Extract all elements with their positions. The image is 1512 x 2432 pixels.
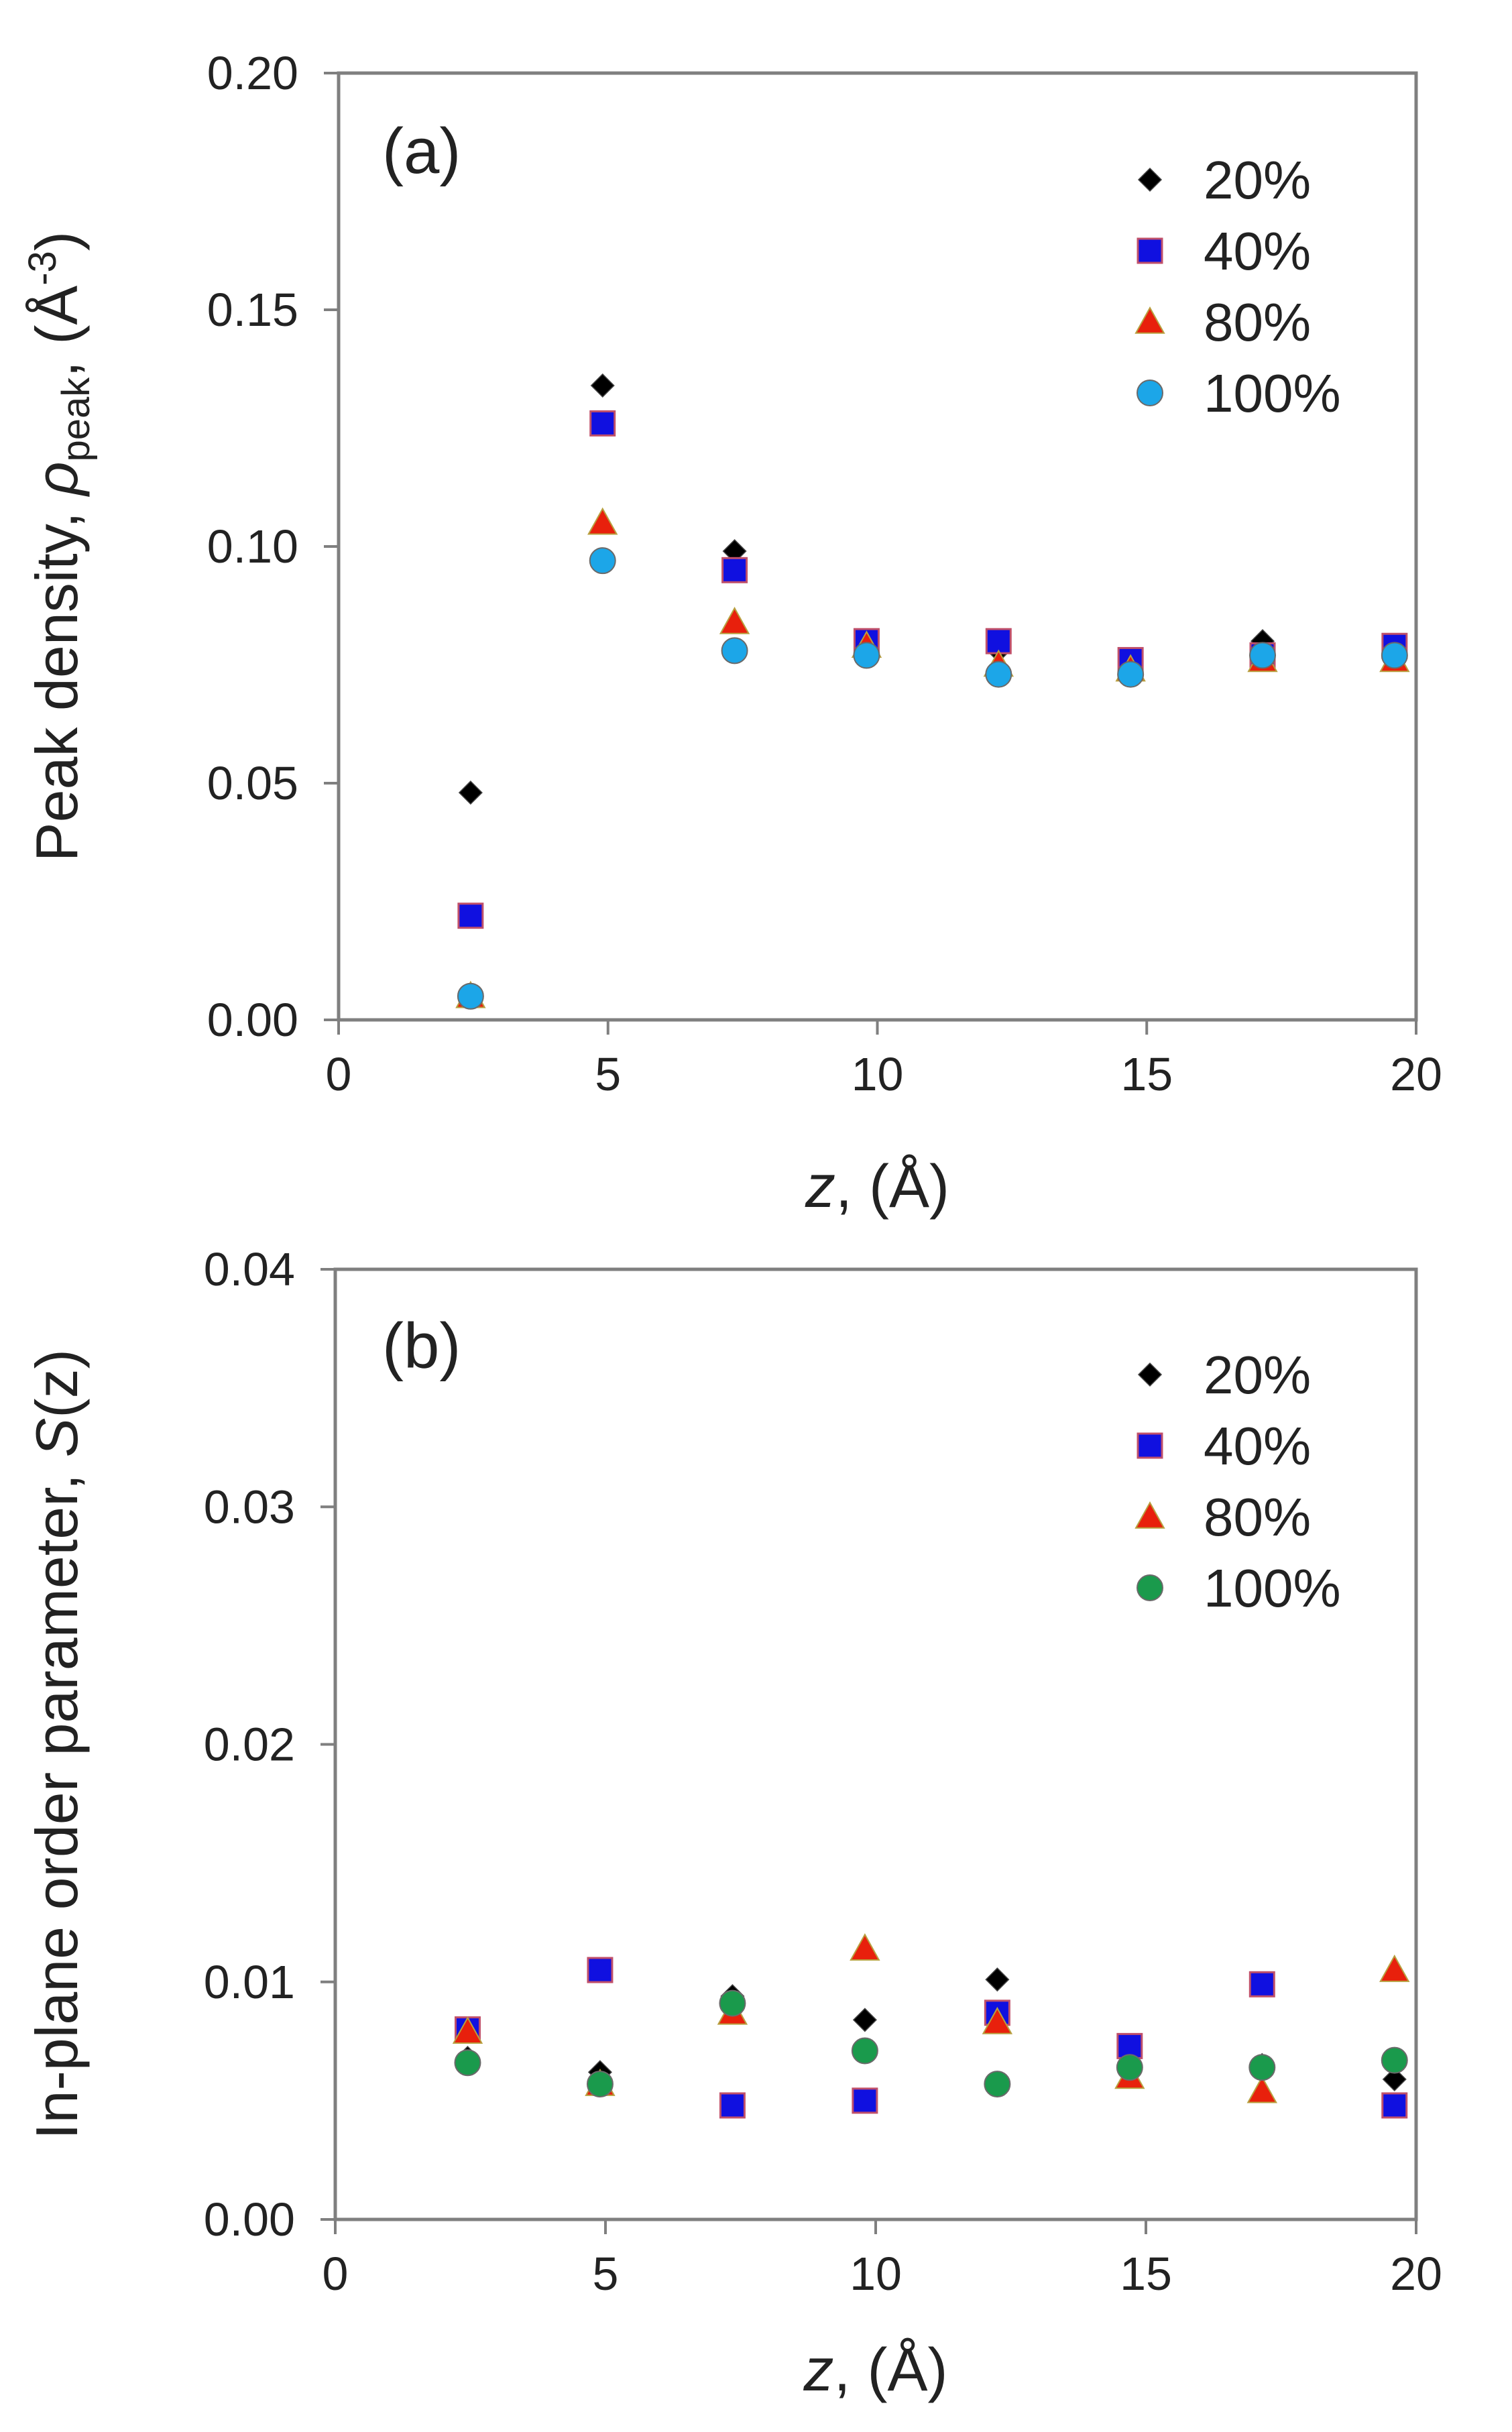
data-point — [1246, 2075, 1277, 2103]
legend-label: 40% — [1204, 221, 1311, 281]
data-point — [457, 903, 484, 929]
y-axis-label: Peak density, ρpeak, (Å-3) — [21, 231, 98, 862]
y-tick-label: 0.20 — [207, 47, 298, 99]
panel-label: (b) — [382, 1310, 461, 1382]
data-point — [589, 410, 616, 437]
legend-label: 80% — [1204, 1487, 1311, 1547]
data-point — [719, 606, 750, 634]
data-point — [1248, 1971, 1275, 1997]
data-point — [721, 557, 748, 583]
panel-label: (a) — [382, 115, 461, 187]
data-point — [721, 637, 748, 664]
legend-marker — [1135, 1501, 1165, 1529]
data-point — [984, 2071, 1011, 2098]
x-tick-label: 10 — [852, 1048, 904, 1100]
x-tick-label: 15 — [1120, 2248, 1172, 2300]
legend-label: 20% — [1204, 150, 1311, 210]
legend: 20% 40% 80% 100% — [1135, 1345, 1341, 1618]
data-point — [587, 507, 618, 535]
x-tick-label: 0 — [323, 2248, 349, 2300]
y-tick-label: 0.02 — [204, 1719, 295, 1771]
x-tick-label: 0 — [326, 1048, 352, 1100]
data-point — [452, 2016, 483, 2044]
data-point — [852, 2087, 878, 2114]
legend-marker — [1137, 1362, 1163, 1387]
data-point — [589, 547, 616, 575]
y-tick-label: 0.10 — [207, 520, 298, 573]
data-point — [851, 2037, 878, 2065]
y-tick-label: 0.00 — [207, 994, 298, 1046]
data-point — [1248, 2054, 1276, 2081]
data-point — [985, 660, 1012, 688]
data-point — [719, 2092, 746, 2119]
data-point — [1117, 660, 1145, 688]
x-tick-label: 15 — [1120, 1048, 1173, 1100]
x-tick-label: 10 — [850, 2248, 902, 2300]
data-point — [1381, 642, 1408, 669]
data-point — [590, 373, 615, 398]
data-point — [457, 982, 484, 1010]
x-tick-label: 20 — [1390, 2248, 1442, 2300]
data-point — [1116, 2054, 1143, 2081]
x-axis-label: z, (Å) — [803, 2337, 948, 2404]
legend-label: 100% — [1204, 1558, 1341, 1618]
y-tick-label: 0.05 — [207, 757, 298, 809]
plot-frame — [337, 71, 1418, 1022]
y-axis-label: In-plane order parameter, S(z) — [23, 1349, 90, 2140]
y-tick-label: 0.03 — [204, 1481, 295, 1533]
data-point — [985, 1967, 1010, 1992]
data-point — [1379, 1954, 1410, 1982]
legend: 20% 40% 80% 100% — [1135, 150, 1341, 423]
data-point — [587, 1957, 614, 1983]
x-tick-label: 20 — [1390, 1048, 1442, 1100]
data-point — [458, 780, 483, 805]
series-80pct — [455, 507, 1410, 1008]
chart-panel-b: 0.00 0.01 0.02 0.03 0.04 0 5 10 15 20 z, (Å) In-pla… — [23, 1243, 1442, 2404]
legend-marker — [1137, 380, 1163, 406]
y-tick-label: 0.15 — [207, 284, 298, 336]
x-tick-label: 5 — [593, 2248, 619, 2300]
series-20pct — [458, 373, 1407, 805]
y-tick-label: 0.01 — [204, 1956, 295, 2008]
data-point — [1381, 2092, 1408, 2119]
data-point — [719, 1989, 746, 2017]
legend-label: 20% — [1204, 1345, 1311, 1405]
x-tick-label: 5 — [595, 1048, 621, 1100]
legend-marker — [1137, 167, 1163, 192]
legend-label: 100% — [1204, 363, 1341, 423]
data-point — [586, 2071, 614, 2098]
data-point — [850, 1933, 880, 1961]
legend-marker — [1135, 306, 1165, 334]
chart-panel-a: 0.00 0.05 0.10 0.15 0.20 0 5 10 15 20 z, (Å) Peak d… — [21, 47, 1442, 1220]
x-axis-label: z, (Å) — [805, 1153, 949, 1220]
series-100pct — [454, 1989, 1408, 2098]
y-tick-label: 0.00 — [204, 2193, 295, 2246]
data-point — [1381, 2046, 1408, 2074]
data-point — [853, 642, 880, 669]
data-point — [1382, 2067, 1407, 2092]
data-point — [454, 2049, 481, 2077]
legend-marker — [1137, 1432, 1163, 1459]
legend-label: 40% — [1204, 1416, 1311, 1476]
data-point — [1249, 642, 1277, 669]
legend-label: 80% — [1204, 292, 1311, 352]
series-40pct — [454, 1957, 1408, 2119]
data-point — [852, 2008, 877, 2032]
data-point — [982, 2006, 1013, 2034]
legend-marker — [1137, 1574, 1163, 1601]
series-100pct — [457, 547, 1408, 1010]
legend-marker — [1137, 237, 1163, 264]
y-tick-label: 0.04 — [204, 1243, 295, 1295]
